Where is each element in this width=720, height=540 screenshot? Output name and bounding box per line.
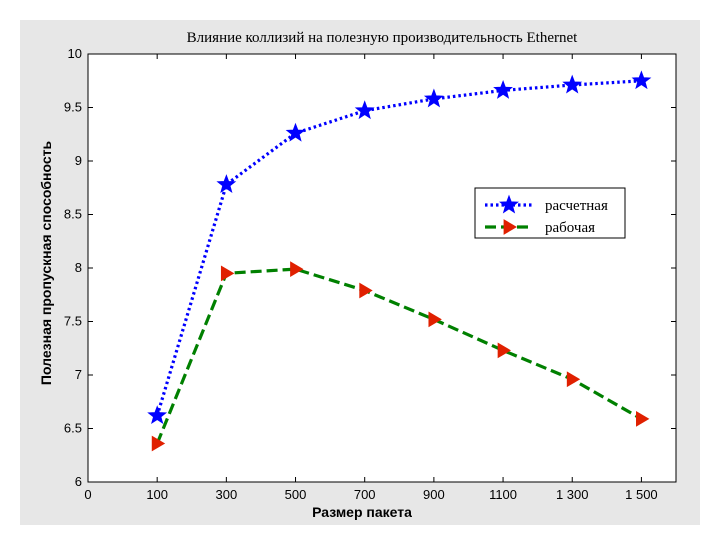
data-point-star bbox=[354, 100, 375, 120]
data-point-triangle bbox=[566, 371, 581, 388]
x-axis-ticks: 0 100 300 500 700 900 1100 1 300 1 500 bbox=[84, 54, 658, 502]
data-point-triangle bbox=[636, 410, 650, 427]
legend-box bbox=[474, 187, 626, 239]
data-point-star bbox=[285, 122, 306, 142]
y-axis-label: Полезная пропускная способность bbox=[38, 140, 54, 385]
x-tick-label: 1 300 bbox=[556, 487, 589, 502]
x-tick-label: 700 bbox=[354, 487, 376, 502]
chart-title: Влияние коллизий на полезную производите… bbox=[187, 30, 579, 46]
x-tick-label: 100 bbox=[146, 487, 168, 502]
y-tick-label: 9 bbox=[75, 153, 82, 168]
legend-label: расчетная bbox=[545, 198, 608, 214]
series-line bbox=[155, 267, 643, 445]
y-tick-label: 7.5 bbox=[64, 314, 82, 329]
legend-label: рабочая bbox=[545, 220, 595, 236]
data-point-triangle bbox=[497, 342, 512, 359]
legend-star-marker bbox=[499, 194, 519, 214]
x-tick-label: 300 bbox=[216, 487, 238, 502]
series-1 bbox=[147, 70, 652, 425]
data-point-star bbox=[562, 74, 583, 94]
y-tick-label: 8.5 bbox=[64, 207, 82, 222]
legend: расчетная рабочая bbox=[474, 187, 626, 239]
y-tick-label: 6.5 bbox=[64, 421, 82, 436]
plot-area bbox=[87, 53, 677, 483]
figure-background: Влияние коллизий на полезную производите… bbox=[20, 20, 700, 525]
data-point-star bbox=[631, 70, 652, 90]
y-tick-label: 9.5 bbox=[64, 100, 82, 115]
x-tick-label: 0 bbox=[84, 487, 91, 502]
data-point-star bbox=[147, 405, 168, 425]
data-point-triangle bbox=[290, 261, 304, 277]
y-axis-ticks: 6 6.5 7 7.5 8 8.5 9 9.5 10 bbox=[64, 46, 676, 489]
legend-triangle-marker bbox=[503, 219, 517, 235]
x-tick-label: 900 bbox=[423, 487, 445, 502]
x-axis-label: Размер пакета bbox=[312, 504, 412, 520]
series-2 bbox=[151, 261, 650, 452]
data-point-star bbox=[216, 174, 237, 193]
data-point-star bbox=[493, 79, 513, 99]
y-tick-label: 7 bbox=[75, 367, 82, 382]
series-line bbox=[155, 79, 642, 417]
line-chart: Влияние коллизий на полезную производите… bbox=[38, 30, 677, 520]
data-point-star bbox=[423, 88, 444, 108]
y-tick-label: 8 bbox=[75, 260, 82, 275]
x-tick-label: 500 bbox=[285, 487, 307, 502]
data-point-triangle bbox=[428, 311, 442, 328]
x-tick-label: 1100 bbox=[489, 487, 517, 502]
y-tick-label: 10 bbox=[68, 46, 82, 61]
data-point-triangle bbox=[220, 265, 235, 282]
y-tick-label: 6 bbox=[75, 474, 82, 489]
data-point-triangle bbox=[359, 282, 373, 299]
series-layer bbox=[147, 70, 652, 452]
x-tick-label: 1 500 bbox=[625, 487, 658, 502]
data-point-triangle bbox=[151, 435, 166, 452]
